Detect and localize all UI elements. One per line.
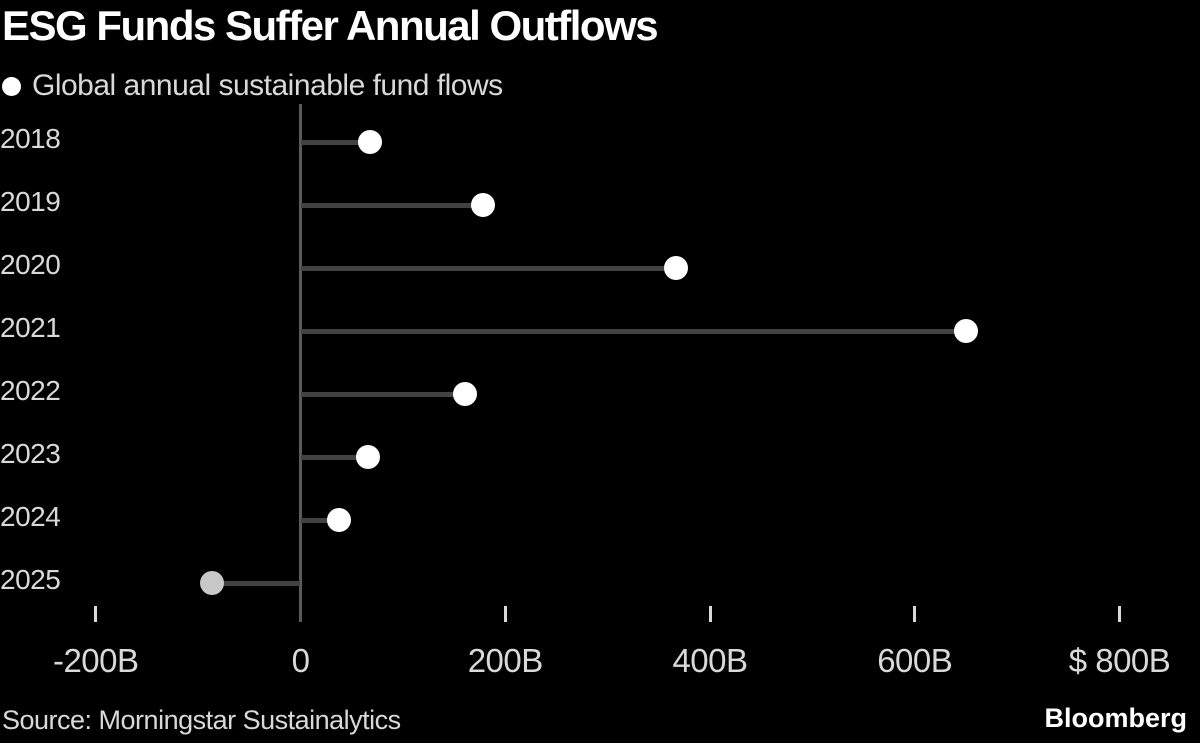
year-label-2019: 2019 bbox=[0, 186, 61, 217]
year-label-2022: 2022 bbox=[0, 375, 61, 406]
data-point-2024 bbox=[327, 508, 352, 532]
x-tick-label-200: 200B bbox=[467, 642, 544, 679]
stem-2020 bbox=[300, 265, 677, 271]
x-tick-label-600: 600B bbox=[877, 642, 953, 679]
x-tick-label-800: $ 800B bbox=[1068, 642, 1171, 679]
year-label-2020: 2020 bbox=[0, 249, 61, 280]
x-tick-600 bbox=[913, 606, 917, 622]
x-tick-800 bbox=[1118, 606, 1121, 622]
year-label-2018: 2018 bbox=[0, 123, 61, 154]
source-note: Source: Morningstar Sustainalytics bbox=[2, 705, 401, 735]
stem-2022 bbox=[300, 391, 466, 397]
legend-label: Global annual sustainable fund flows bbox=[32, 69, 503, 102]
data-point-2025 bbox=[200, 571, 225, 595]
stem-2025 bbox=[212, 580, 301, 586]
year-label-2023: 2023 bbox=[0, 438, 61, 469]
x-tick-200 bbox=[503, 606, 507, 622]
zero-axis-line bbox=[299, 104, 302, 622]
stem-2019 bbox=[300, 202, 483, 208]
data-point-2023 bbox=[356, 445, 381, 469]
stem-2024 bbox=[300, 517, 340, 523]
stem-2018 bbox=[300, 139, 371, 145]
x-tick--200 bbox=[94, 606, 98, 622]
stem-2023 bbox=[300, 454, 369, 460]
stem-2021 bbox=[300, 328, 966, 334]
year-label-2025: 2025 bbox=[0, 564, 61, 595]
legend: Global annual sustainable fund flows bbox=[2, 69, 503, 102]
bloomberg-logo: Bloomberg bbox=[1044, 703, 1187, 733]
data-point-2019 bbox=[470, 193, 495, 217]
data-point-2021 bbox=[953, 319, 978, 343]
x-tick-label-0: 0 bbox=[291, 642, 310, 679]
data-point-2022 bbox=[453, 382, 478, 406]
x-tick-label-400: 400B bbox=[672, 642, 748, 679]
chart-title: ESG Funds Suffer Annual Outflows bbox=[2, 2, 659, 49]
data-point-2018 bbox=[358, 130, 383, 154]
x-tick-400 bbox=[708, 606, 712, 622]
legend-dot-icon bbox=[2, 76, 21, 96]
year-label-2021: 2021 bbox=[0, 312, 61, 343]
year-label-2024: 2024 bbox=[0, 501, 61, 532]
x-tick-label--200: -200B bbox=[52, 642, 139, 679]
data-point-2020 bbox=[664, 256, 689, 280]
